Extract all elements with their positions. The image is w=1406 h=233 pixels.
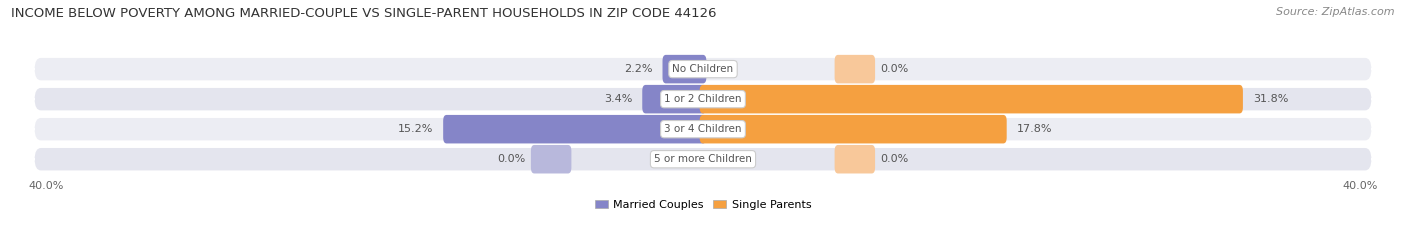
FancyBboxPatch shape [662, 55, 706, 83]
Text: 0.0%: 0.0% [880, 64, 908, 74]
Text: 2.2%: 2.2% [624, 64, 652, 74]
FancyBboxPatch shape [443, 115, 706, 144]
Text: 17.8%: 17.8% [1017, 124, 1052, 134]
Text: Source: ZipAtlas.com: Source: ZipAtlas.com [1277, 7, 1395, 17]
Text: 0.0%: 0.0% [498, 154, 526, 164]
FancyBboxPatch shape [34, 147, 1372, 172]
FancyBboxPatch shape [34, 86, 1372, 112]
FancyBboxPatch shape [700, 115, 1007, 144]
Text: INCOME BELOW POVERTY AMONG MARRIED-COUPLE VS SINGLE-PARENT HOUSEHOLDS IN ZIP COD: INCOME BELOW POVERTY AMONG MARRIED-COUPL… [11, 7, 717, 20]
FancyBboxPatch shape [835, 145, 875, 174]
Text: No Children: No Children [672, 64, 734, 74]
Text: 3 or 4 Children: 3 or 4 Children [664, 124, 742, 134]
FancyBboxPatch shape [531, 145, 571, 174]
Text: 15.2%: 15.2% [398, 124, 433, 134]
Text: 40.0%: 40.0% [1343, 181, 1378, 191]
Text: 31.8%: 31.8% [1253, 94, 1288, 104]
Legend: Married Couples, Single Parents: Married Couples, Single Parents [591, 195, 815, 214]
Text: 5 or more Children: 5 or more Children [654, 154, 752, 164]
Text: 3.4%: 3.4% [603, 94, 633, 104]
FancyBboxPatch shape [34, 57, 1372, 82]
FancyBboxPatch shape [700, 85, 1243, 113]
Text: 40.0%: 40.0% [28, 181, 63, 191]
FancyBboxPatch shape [643, 85, 706, 113]
Text: 0.0%: 0.0% [880, 154, 908, 164]
FancyBboxPatch shape [835, 55, 875, 83]
Text: 1 or 2 Children: 1 or 2 Children [664, 94, 742, 104]
FancyBboxPatch shape [34, 116, 1372, 142]
